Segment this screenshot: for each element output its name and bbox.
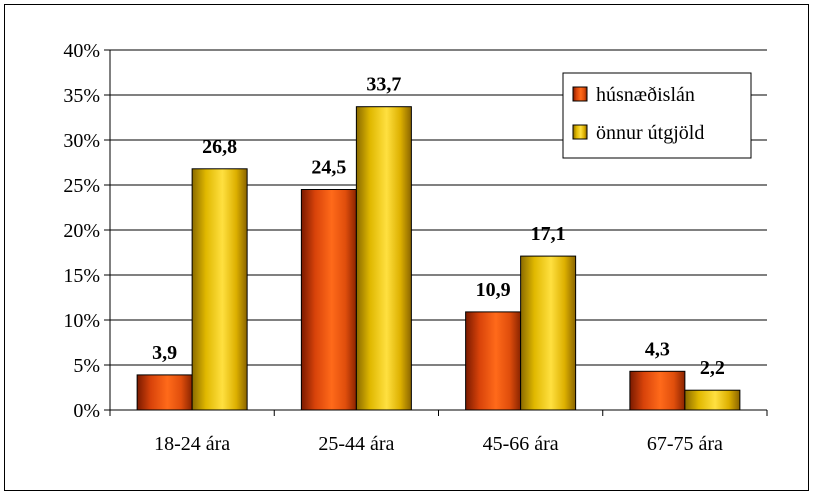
legend-swatch — [572, 86, 588, 102]
legend-swatch — [572, 124, 588, 140]
y-tick-label: 25% — [63, 175, 100, 197]
y-tick-label: 0% — [73, 400, 100, 422]
legend: húsnæðislán önnur útgjöld — [562, 72, 752, 159]
data-label: 24,5 — [311, 157, 346, 179]
x-axis-ticks: 18-24 ára 25-44 ára 45-66 ára 67-75 ára — [109, 410, 768, 455]
data-label: 33,7 — [366, 74, 401, 96]
data-label: 17,1 — [531, 223, 566, 245]
y-tick-label: 30% — [63, 130, 100, 152]
y-tick-label: 20% — [63, 220, 100, 242]
y-tick-label: 10% — [63, 310, 100, 332]
y-tick-label: 40% — [63, 40, 100, 62]
data-label: 10,9 — [476, 279, 511, 301]
bar-onnur-utgjold — [355, 106, 412, 411]
bar-husnaedislan — [465, 311, 522, 411]
y-tick-label: 15% — [63, 265, 100, 287]
x-tick-label: 18-24 ára — [154, 433, 230, 455]
bar-onnur-utgjold — [684, 389, 741, 411]
x-tick-label: 45-66 ára — [483, 433, 559, 455]
y-tick-label: 5% — [73, 355, 100, 377]
data-label: 2,2 — [700, 357, 725, 379]
bar-husnaedislan — [300, 189, 357, 411]
y-tick-label: 35% — [63, 85, 100, 107]
y-axis-ticks: 0% 5% 10% 15% 20% 25% 30% 35% 40% — [63, 40, 110, 422]
data-labels: 3,9 26,8 24,5 33,7 10,9 17,1 4,3 2,2 — [152, 74, 725, 380]
bar-onnur-utgjold — [191, 168, 248, 411]
data-label: 4,3 — [645, 338, 670, 360]
x-tick-label: 67-75 ára — [647, 433, 723, 455]
data-label: 3,9 — [152, 342, 177, 364]
bar-husnaedislan — [136, 374, 193, 411]
legend-label: húsnæðislán — [596, 84, 695, 106]
x-tick-label: 25-44 ára — [318, 433, 394, 455]
data-label: 26,8 — [202, 136, 237, 158]
legend-label: önnur útgjöld — [596, 122, 704, 144]
bar-onnur-utgjold — [520, 255, 577, 411]
bars — [136, 106, 741, 411]
bar-husnaedislan — [629, 370, 686, 411]
legend-box — [562, 72, 752, 159]
